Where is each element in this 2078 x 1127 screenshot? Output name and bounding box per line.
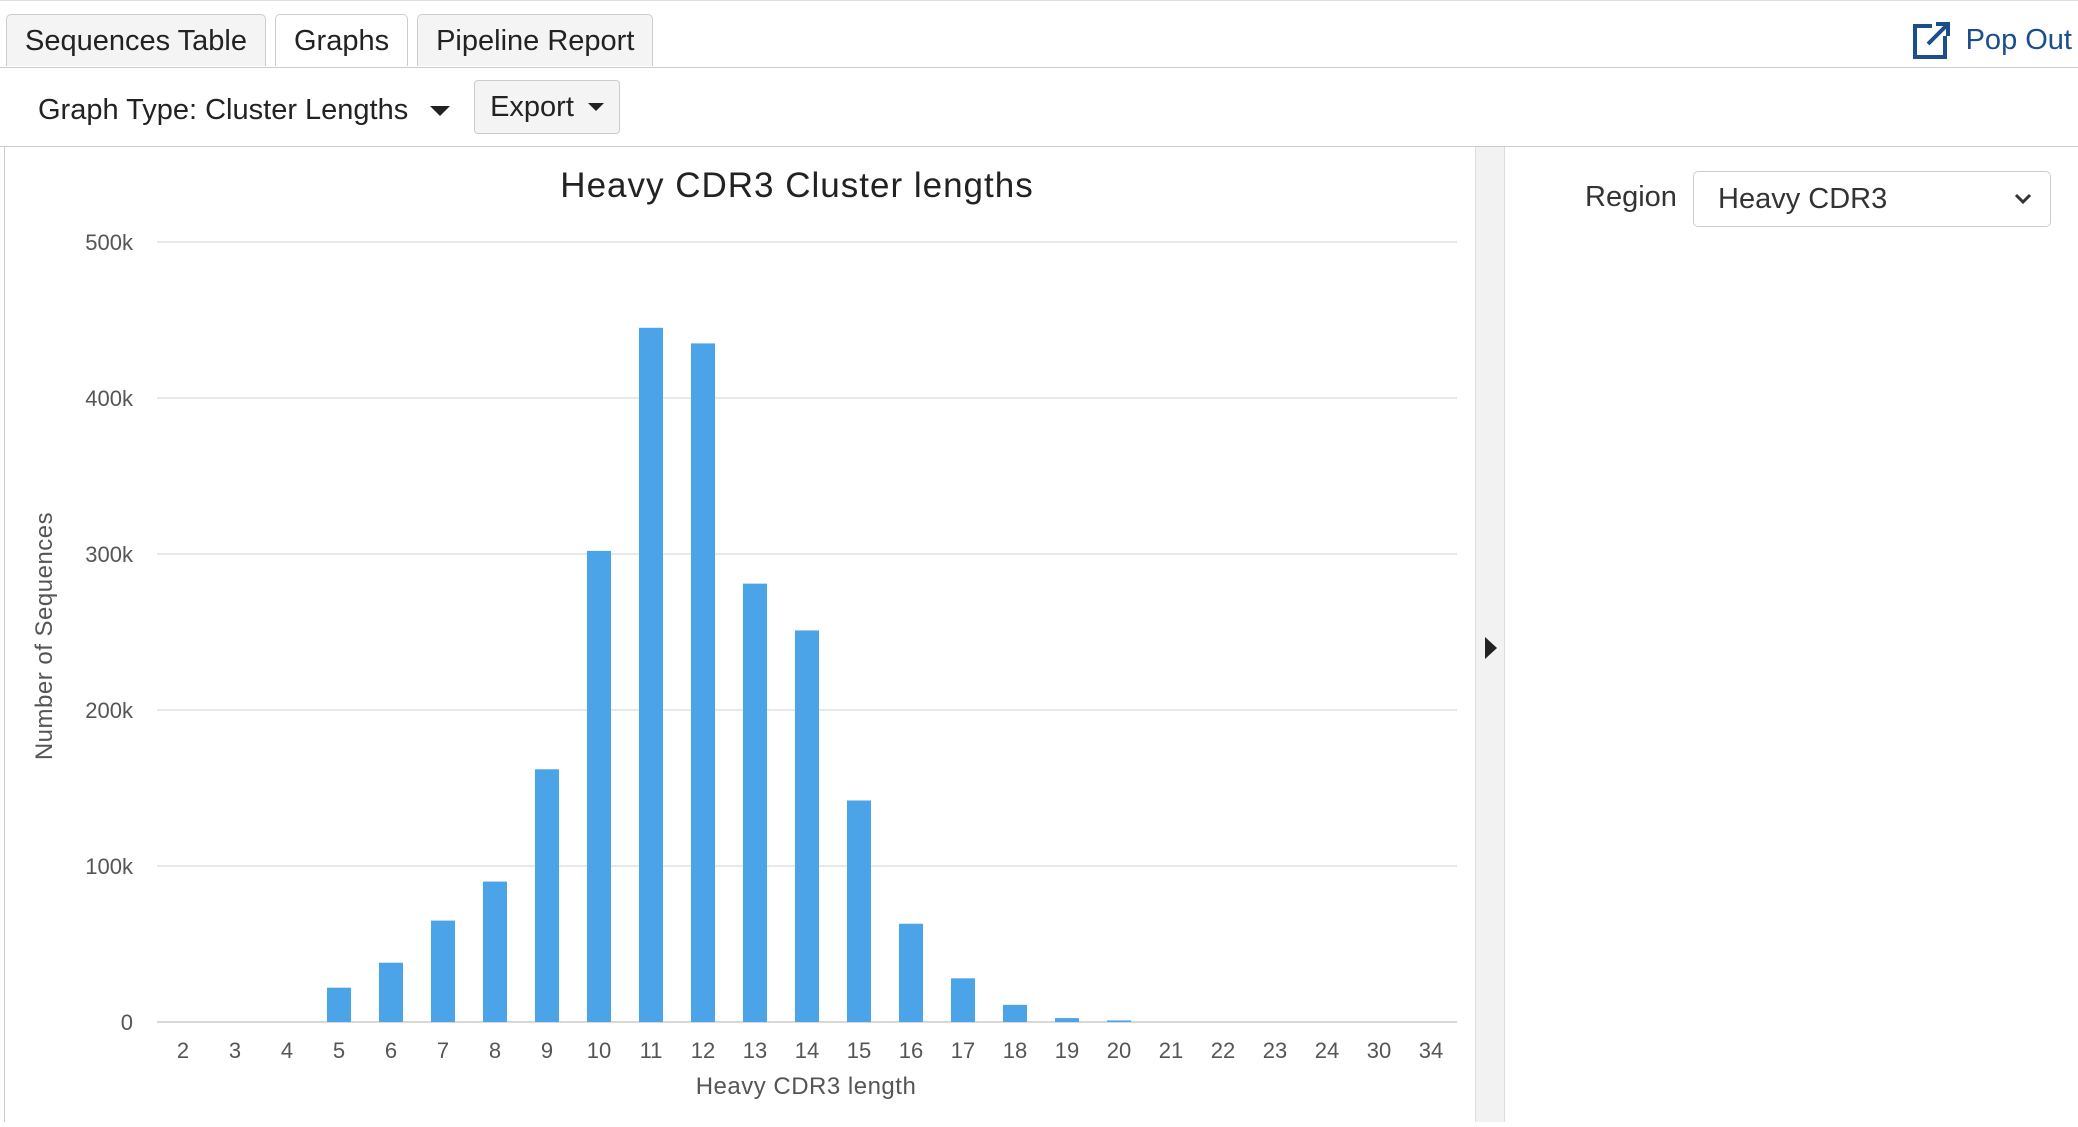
x-tick-label: 24 <box>1315 1038 1339 1063</box>
bar <box>535 769 559 1022</box>
bar <box>1003 1004 1027 1022</box>
y-tick-label: 300k <box>85 542 134 567</box>
x-tick-label: 3 <box>229 1038 241 1063</box>
y-tick-label: 500k <box>85 230 134 255</box>
x-tick-label: 6 <box>385 1038 397 1063</box>
caret-down-icon <box>430 105 451 116</box>
tab-graphs[interactable]: Graphs <box>274 14 409 66</box>
x-tick-label: 11 <box>640 1038 663 1063</box>
x-tick-label: 4 <box>281 1038 293 1063</box>
bar <box>639 327 663 1022</box>
region-select[interactable]: Heavy CDR3 <box>1693 171 2051 227</box>
y-tick-label: 100k <box>85 854 134 879</box>
x-tick-label: 16 <box>899 1038 923 1063</box>
tab-bar-divider <box>0 67 2078 68</box>
x-tick-label: 34 <box>1419 1038 1443 1063</box>
bar <box>431 920 455 1022</box>
tab-pipeline-report[interactable]: Pipeline Report <box>417 14 654 66</box>
graph-toolbar: Graph Type: Cluster Lengths Export <box>0 68 2078 147</box>
bar <box>691 343 715 1022</box>
graph-type-label: Graph Type: Cluster Lengths <box>38 94 409 126</box>
top-border <box>0 0 2078 7</box>
y-tick-label: 200k <box>85 698 134 723</box>
x-tick-label: 19 <box>1055 1038 1079 1063</box>
x-tick-label: 2 <box>177 1038 189 1063</box>
graph-type-dropdown[interactable]: Graph Type: Cluster Lengths <box>38 94 451 127</box>
bar <box>483 881 507 1022</box>
export-button[interactable]: Export <box>474 80 620 134</box>
caret-down-icon <box>587 103 604 111</box>
x-tick-label: 7 <box>437 1038 449 1063</box>
y-tick-label: 400k <box>85 386 134 411</box>
bar <box>951 978 975 1022</box>
chart-panel: Heavy CDR3 Cluster lengths 0 100k 200k 300k 4… <box>5 147 1475 1122</box>
x-tick-label: 12 <box>691 1038 715 1063</box>
tab-sequences-table[interactable]: Sequences Table <box>6 14 266 66</box>
bar <box>379 962 403 1022</box>
content-left-border <box>4 147 5 1122</box>
bar <box>1107 1020 1131 1022</box>
x-tick-label: 23 <box>1263 1038 1287 1063</box>
x-tick-label: 5 <box>333 1038 345 1063</box>
bar <box>743 583 767 1022</box>
x-axis-label: Heavy CDR3 length <box>696 1073 917 1100</box>
x-tick-label: 17 <box>951 1038 975 1063</box>
x-tick-label: 15 <box>847 1038 871 1063</box>
panel-splitter[interactable] <box>1475 147 1505 1122</box>
x-tick-label: 14 <box>795 1038 819 1063</box>
pop-out-label: Pop Out <box>1965 23 2072 56</box>
export-label: Export <box>490 90 574 123</box>
x-tick-label: 13 <box>743 1038 767 1063</box>
x-tick-label: 30 <box>1367 1038 1391 1063</box>
y-axis-label: Number of Sequences <box>31 512 58 760</box>
x-tick-label: 20 <box>1107 1038 1131 1063</box>
x-tick-label: 22 <box>1211 1038 1235 1063</box>
region-label: Region <box>1585 181 1677 213</box>
chart-title: Heavy CDR3 Cluster lengths <box>560 166 1033 205</box>
x-tick-label: 18 <box>1003 1038 1027 1063</box>
bar-chart: Heavy CDR3 Cluster lengths 0 100k 200k 300k 4… <box>31 166 1457 1100</box>
bar <box>899 923 923 1022</box>
bar <box>1055 1018 1079 1022</box>
x-tick-label: 8 <box>489 1038 501 1063</box>
x-tick-label: 10 <box>587 1038 611 1063</box>
bar <box>847 800 871 1022</box>
expand-arrow-icon[interactable] <box>1485 637 1497 659</box>
bar <box>587 550 611 1022</box>
tab-bar: Sequences Table Graphs Pipeline Report <box>6 14 662 68</box>
bar <box>795 630 819 1022</box>
pop-out-button[interactable]: Pop Out <box>1912 18 2072 62</box>
external-link-icon <box>1912 20 1952 59</box>
y-tick-label: 0 <box>121 1010 133 1035</box>
region-select-value: Heavy CDR3 <box>1718 183 1888 215</box>
chevron-down-icon <box>2014 193 2032 205</box>
bar <box>327 987 351 1022</box>
x-tick-label: 21 <box>1159 1038 1183 1063</box>
x-tick-label: 9 <box>541 1038 553 1063</box>
